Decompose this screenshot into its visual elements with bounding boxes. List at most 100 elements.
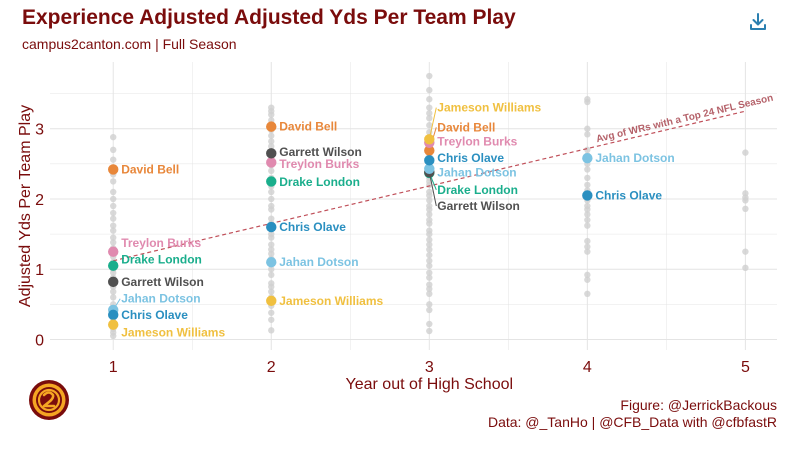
download-icon[interactable] bbox=[748, 12, 768, 32]
background-point bbox=[426, 257, 433, 264]
background-point bbox=[426, 285, 433, 293]
background-point bbox=[110, 156, 117, 163]
background-point bbox=[110, 288, 117, 295]
background-point bbox=[426, 206, 433, 213]
player-point bbox=[266, 121, 277, 132]
background-point bbox=[426, 269, 433, 276]
player-label: Jameson Williams bbox=[121, 325, 225, 339]
player-label: Jahan Dotson bbox=[121, 292, 200, 306]
background-point bbox=[268, 215, 275, 222]
background-point bbox=[584, 125, 591, 132]
background-point bbox=[426, 306, 433, 314]
background-point bbox=[584, 271, 591, 279]
player-label: Jameson Williams bbox=[437, 101, 541, 115]
background-point bbox=[426, 96, 433, 103]
player-point bbox=[424, 134, 435, 145]
player-point bbox=[424, 163, 435, 174]
background-point bbox=[426, 320, 433, 328]
player-point bbox=[108, 319, 119, 330]
background-point bbox=[110, 215, 117, 222]
background-point bbox=[268, 234, 275, 241]
background-point bbox=[426, 197, 433, 204]
background-point bbox=[426, 301, 433, 308]
series-chris-olave: Chris Olave Chris Olave Chris Olave Chris O… bbox=[108, 151, 662, 322]
background-point bbox=[268, 316, 275, 323]
background-point bbox=[268, 288, 275, 295]
player-label: Chris Olave bbox=[595, 188, 662, 202]
background-point bbox=[268, 167, 275, 175]
background-point bbox=[426, 220, 433, 227]
background-point bbox=[426, 110, 433, 117]
player-label: Garrett Wilson bbox=[121, 275, 204, 289]
background-point bbox=[110, 294, 117, 301]
chart-title: Experience Adjusted Adjusted Yds Per Tea… bbox=[22, 6, 516, 29]
player-point bbox=[582, 190, 593, 201]
y-tick-label: 2 bbox=[35, 192, 44, 209]
player-label: David Bell bbox=[437, 120, 495, 134]
background-point bbox=[426, 327, 433, 335]
background-point bbox=[584, 222, 591, 229]
player-point bbox=[424, 155, 435, 166]
y-tick-label: 0 bbox=[35, 332, 44, 349]
background-point bbox=[584, 211, 591, 218]
background-point bbox=[268, 206, 275, 213]
x-tick-label: 2 bbox=[267, 359, 276, 376]
player-label: Treylon Burks bbox=[121, 236, 201, 250]
player-point bbox=[266, 221, 277, 233]
background-point bbox=[110, 195, 117, 203]
background-point bbox=[584, 243, 591, 250]
background-point bbox=[742, 248, 749, 255]
background-point bbox=[110, 188, 117, 196]
trend-line-label: Avg of WRs with a Top 24 NFL Season bbox=[595, 93, 774, 146]
background-point bbox=[268, 266, 275, 273]
player-point bbox=[108, 260, 119, 271]
player-label: Chris Olave bbox=[437, 151, 504, 165]
player-label: Garrett Wilson bbox=[279, 145, 362, 159]
player-point bbox=[424, 145, 435, 156]
background-point bbox=[110, 234, 117, 241]
background-point bbox=[584, 248, 591, 255]
player-label: Drake London bbox=[437, 183, 518, 197]
background-point bbox=[742, 197, 749, 204]
background-point bbox=[584, 131, 591, 138]
grid bbox=[50, 62, 777, 350]
series-david-bell: David Bell David Bell David Bell bbox=[108, 120, 495, 176]
x-tick-label: 5 bbox=[741, 359, 750, 376]
background-point bbox=[268, 327, 275, 334]
campus2canton-logo bbox=[29, 380, 69, 420]
player-point bbox=[266, 157, 277, 168]
player-label: Jameson Williams bbox=[279, 294, 383, 308]
player-point bbox=[582, 153, 593, 164]
background-point bbox=[110, 269, 117, 276]
background-point bbox=[268, 195, 275, 203]
background-point bbox=[110, 239, 117, 246]
player-label: Chris Olave bbox=[121, 308, 188, 322]
background-point bbox=[426, 122, 433, 129]
background-point bbox=[742, 149, 749, 156]
background-point bbox=[426, 236, 433, 243]
y-tick-label: 1 bbox=[35, 262, 44, 279]
background-point bbox=[584, 146, 591, 154]
player-label: Drake London bbox=[121, 252, 202, 266]
background-point bbox=[742, 205, 749, 213]
player-label: Drake London bbox=[279, 175, 360, 189]
background-point bbox=[426, 262, 433, 269]
player-point bbox=[266, 256, 277, 268]
background-point bbox=[110, 227, 117, 234]
chart-subtitle: campus2canton.com | Full Season bbox=[22, 36, 237, 52]
background-point bbox=[268, 111, 275, 118]
background-point bbox=[584, 216, 591, 224]
player-label: Chris Olave bbox=[279, 220, 346, 234]
background-point bbox=[268, 138, 275, 145]
label-leader bbox=[428, 172, 437, 207]
player-point bbox=[108, 309, 119, 321]
background-point bbox=[110, 202, 117, 210]
background-point bbox=[584, 174, 591, 182]
player-label: David Bell bbox=[121, 162, 179, 176]
x-axis-label: Year out of High School bbox=[346, 376, 514, 393]
player-label: Jahan Dotson bbox=[595, 151, 674, 165]
background-point bbox=[584, 237, 591, 245]
background-point bbox=[110, 146, 117, 154]
background-point bbox=[426, 211, 433, 218]
background-point bbox=[426, 86, 433, 94]
